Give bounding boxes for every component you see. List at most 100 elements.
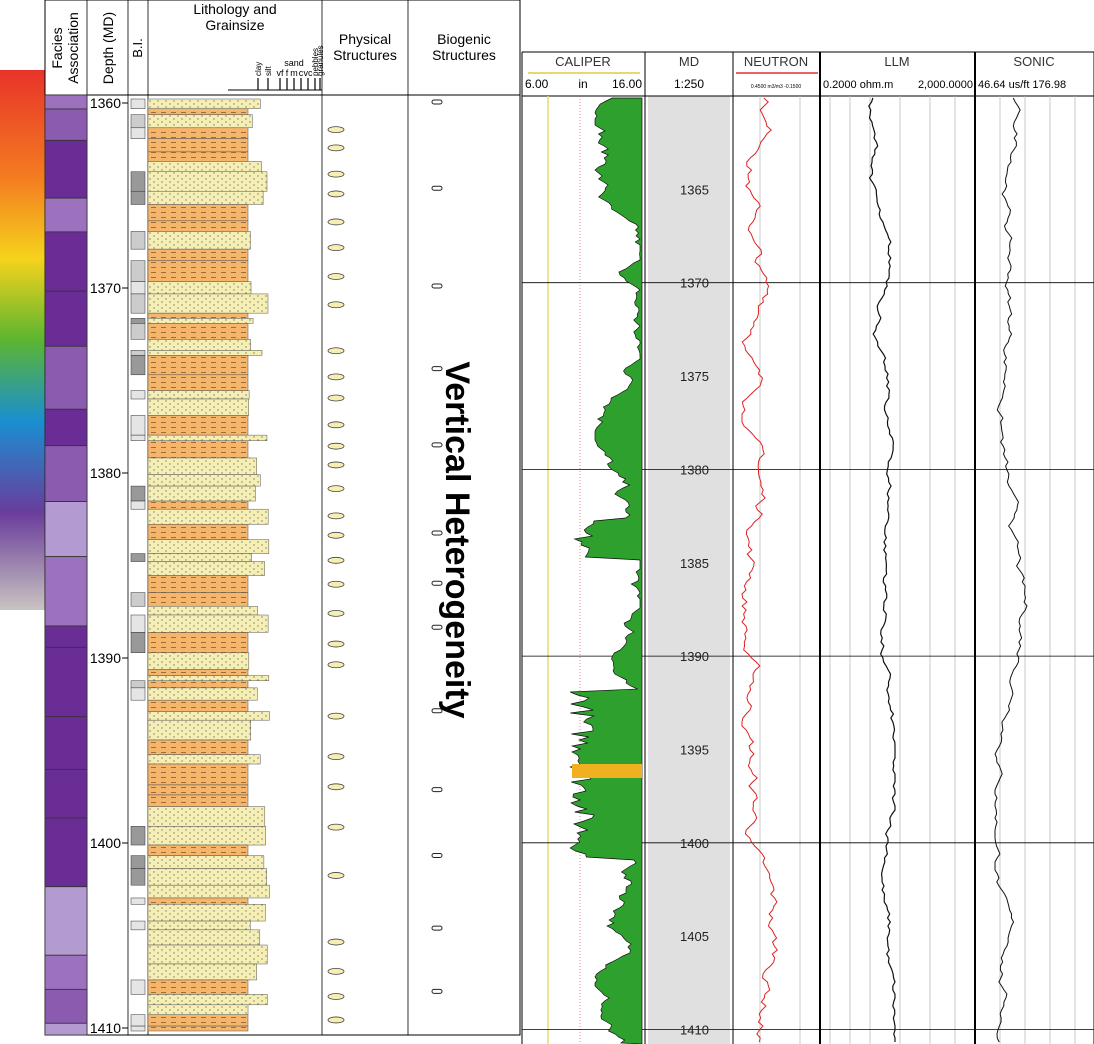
bed-texture xyxy=(148,128,248,139)
grainsize-label: clay xyxy=(254,62,263,76)
bed-texture xyxy=(148,231,250,249)
track-scale: 0.4500 m3/m3 -0.1500 xyxy=(751,84,802,90)
column-header: Physical xyxy=(339,31,391,47)
bioturbation xyxy=(131,980,145,994)
bed-texture xyxy=(148,885,269,898)
bed-texture xyxy=(148,399,249,415)
bed-texture xyxy=(148,904,265,921)
column-header: B.I. xyxy=(130,38,145,58)
facies-block xyxy=(45,346,87,409)
facies-block xyxy=(45,198,87,232)
track-scale: 0.2000 ohm.m xyxy=(823,79,893,91)
bed-texture xyxy=(148,221,248,232)
bioturbation xyxy=(131,681,145,688)
bed-texture xyxy=(148,676,269,681)
grainsize-label: granules xyxy=(316,45,325,76)
md-label: 1375 xyxy=(680,369,709,384)
bed-texture xyxy=(148,318,253,323)
physical-structure xyxy=(328,302,344,308)
bed-texture xyxy=(148,475,260,486)
md-label: 1370 xyxy=(680,276,709,291)
core-photo xyxy=(0,70,45,610)
track-scale: 2,000.0000 xyxy=(918,79,973,91)
facies-block xyxy=(45,769,87,818)
column-header: Structures xyxy=(333,47,397,63)
bed-texture xyxy=(148,898,248,904)
physical-structure xyxy=(328,191,344,197)
track-scale: 6.00 xyxy=(525,77,549,91)
column-header: Depth (MD) xyxy=(100,12,116,84)
facies-block xyxy=(45,955,87,989)
track-scale: 46.64 us/ft 176.98 xyxy=(978,79,1066,91)
md-label: 1365 xyxy=(680,182,709,197)
bed-texture xyxy=(148,653,249,670)
bioturbation xyxy=(131,826,145,845)
depth-label: 1410 xyxy=(90,1020,121,1036)
physical-structure xyxy=(328,557,344,563)
track-name: CALIPER xyxy=(555,54,611,69)
bed-texture xyxy=(148,807,265,827)
bed-texture xyxy=(148,964,257,980)
grainsize-label: vf xyxy=(276,68,284,78)
bed-texture xyxy=(148,313,248,318)
bed-texture xyxy=(148,441,248,458)
bioturbation xyxy=(131,318,145,323)
biogenic-structure xyxy=(432,100,442,104)
facies-block xyxy=(45,140,87,198)
depth-label: 1400 xyxy=(90,835,121,851)
bioturbation xyxy=(131,1026,145,1031)
bed-texture xyxy=(148,615,268,632)
track-scale: 1:250 xyxy=(674,77,704,91)
facies-block xyxy=(45,409,87,445)
bed-texture xyxy=(148,339,251,350)
bioturbation xyxy=(131,501,145,509)
facies-block xyxy=(45,109,87,140)
bioturbation xyxy=(131,1015,145,1026)
bioturbation xyxy=(131,869,145,886)
bed-texture xyxy=(148,921,250,930)
column-header: Association xyxy=(65,12,81,84)
bed-texture xyxy=(148,1015,248,1026)
bed-texture xyxy=(148,391,249,399)
bed-texture xyxy=(148,826,266,845)
bed-texture xyxy=(148,205,248,221)
facies-block xyxy=(45,1023,87,1035)
grainsize-label: sand xyxy=(284,58,304,68)
bed-texture xyxy=(148,161,262,171)
physical-structure xyxy=(328,641,344,647)
physical-structure xyxy=(328,994,344,1000)
physical-structure xyxy=(328,939,344,945)
bed-texture xyxy=(148,856,264,869)
track-name: LLM xyxy=(884,54,909,69)
md-label: 1390 xyxy=(680,649,709,664)
md-label: 1385 xyxy=(680,556,709,571)
bed-texture xyxy=(148,152,248,162)
caliper-highlight xyxy=(572,764,642,778)
bioturbation xyxy=(131,294,145,313)
biogenic-structure xyxy=(432,788,442,792)
grainsize-label: m xyxy=(290,68,298,78)
bed-texture xyxy=(148,1005,248,1015)
depth-label: 1370 xyxy=(90,280,121,296)
bed-texture xyxy=(148,375,248,391)
facies-block xyxy=(45,502,87,557)
physical-structure xyxy=(328,422,344,428)
bioturbation xyxy=(131,99,145,109)
facies-block xyxy=(45,818,87,887)
md-label: 1410 xyxy=(680,1023,709,1038)
annotation: Vertical Heterogeneity xyxy=(438,361,476,718)
track-scale: 16.00 xyxy=(612,77,642,91)
bioturbation xyxy=(131,261,145,282)
bed-texture xyxy=(148,323,248,339)
facies-block xyxy=(45,446,87,502)
caliper-fill xyxy=(570,98,642,1044)
bed-texture xyxy=(148,261,248,282)
bioturbation xyxy=(131,231,145,249)
physical-structure xyxy=(328,872,344,878)
facies-block xyxy=(45,887,87,956)
bed-texture xyxy=(148,458,257,475)
biogenic-structure xyxy=(432,926,442,930)
bed-texture xyxy=(148,139,248,152)
md-label: 1380 xyxy=(680,462,709,477)
physical-structure xyxy=(328,532,344,538)
